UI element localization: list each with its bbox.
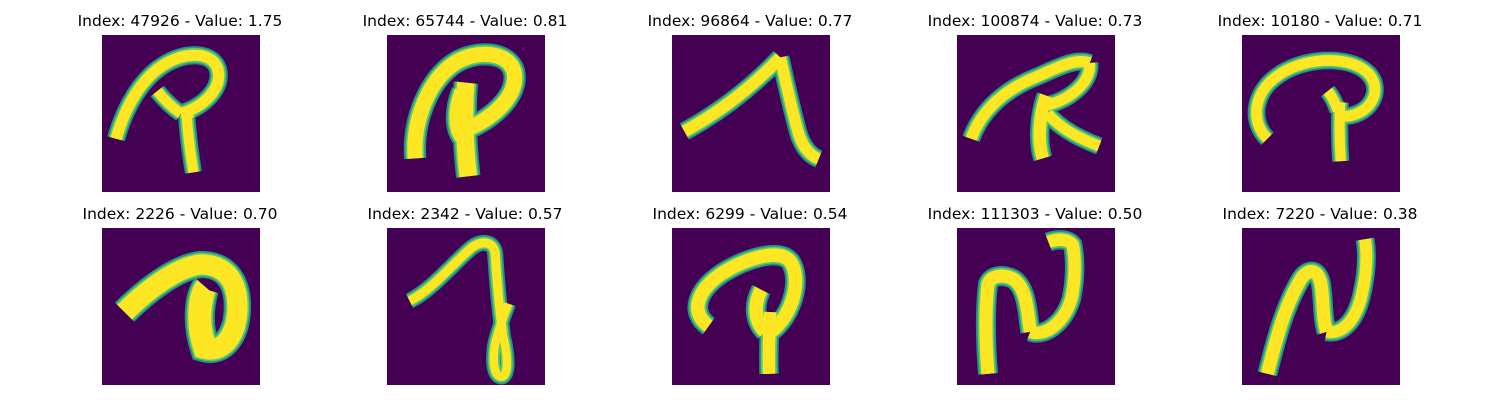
panel-title: Index: 65744 - Value: 0.81 xyxy=(362,12,568,30)
handwritten-glyph-image xyxy=(102,35,260,192)
panel-title: Index: 111303 - Value: 0.50 xyxy=(927,205,1143,223)
handwritten-glyph-image xyxy=(672,228,830,385)
glyph-stroke xyxy=(691,248,803,338)
panel-title: Index: 47926 - Value: 1.75 xyxy=(77,12,283,30)
panel-title: Index: 10180 - Value: 0.71 xyxy=(1217,12,1423,30)
glyph-stroke xyxy=(774,56,822,165)
glyph-stroke xyxy=(1043,109,1102,151)
image-panel: Index: 47926 - Value: 1.75 xyxy=(50,0,310,192)
glyph-stroke xyxy=(153,87,184,118)
handwritten-glyph-image xyxy=(957,35,1115,192)
image-panel: Index: 100874 - Value: 0.73 xyxy=(905,0,1165,192)
glyph-stroke xyxy=(965,56,1092,141)
glyph-stroke xyxy=(1325,238,1373,338)
handwritten-glyph-image xyxy=(957,228,1115,385)
image-panel: Index: 111303 - Value: 0.50 xyxy=(905,193,1165,385)
handwritten-glyph-image xyxy=(102,228,260,385)
image-panel: Index: 6299 - Value: 0.54 xyxy=(620,193,880,385)
image-panel: Index: 7220 - Value: 0.38 xyxy=(1190,193,1450,385)
glyph-stroke xyxy=(489,302,513,381)
panel-title: Index: 100874 - Value: 0.73 xyxy=(927,12,1143,30)
glyph-stroke xyxy=(407,46,523,159)
panel-title: Index: 2226 - Value: 0.70 xyxy=(82,205,278,223)
glyph-stroke xyxy=(1033,93,1053,161)
panel-title: Index: 96864 - Value: 0.77 xyxy=(647,12,853,30)
glyph-stroke xyxy=(762,311,777,374)
handwritten-glyph-image xyxy=(387,35,545,192)
handwritten-glyph-image xyxy=(1242,228,1400,385)
image-panel: Index: 2342 - Value: 0.57 xyxy=(335,193,595,385)
glyph-stroke xyxy=(455,81,477,178)
glyph-stroke xyxy=(681,53,785,137)
glyph-stroke xyxy=(1251,55,1381,143)
glyph-stroke xyxy=(110,49,225,141)
image-background xyxy=(672,35,830,192)
glyph-stroke xyxy=(979,269,1037,375)
glyph-stroke xyxy=(1045,62,1095,111)
handwritten-glyph-image xyxy=(387,228,545,385)
image-panel: Index: 65744 - Value: 0.81 xyxy=(335,0,595,192)
glyph-stroke xyxy=(449,88,469,144)
handwritten-glyph-image xyxy=(672,35,830,192)
glyph-stroke xyxy=(1261,265,1333,376)
panel-title: Index: 7220 - Value: 0.38 xyxy=(1222,205,1418,223)
glyph-stroke xyxy=(181,114,199,174)
panel-title: Index: 2342 - Value: 0.57 xyxy=(367,205,563,223)
glyph-stroke xyxy=(1334,102,1346,162)
glyph-stroke xyxy=(407,238,508,336)
glyph-stroke xyxy=(749,286,771,337)
image-panel: Index: 10180 - Value: 0.71 xyxy=(1190,0,1450,192)
image-panel: Index: 96864 - Value: 0.77 xyxy=(620,0,880,192)
glyph-stroke xyxy=(1028,233,1081,340)
handwritten-glyph-image xyxy=(1242,35,1400,192)
glyph-stroke xyxy=(193,287,217,350)
panel-title: Index: 6299 - Value: 0.54 xyxy=(652,205,848,223)
image-panel: Index: 2226 - Value: 0.70 xyxy=(50,193,310,385)
